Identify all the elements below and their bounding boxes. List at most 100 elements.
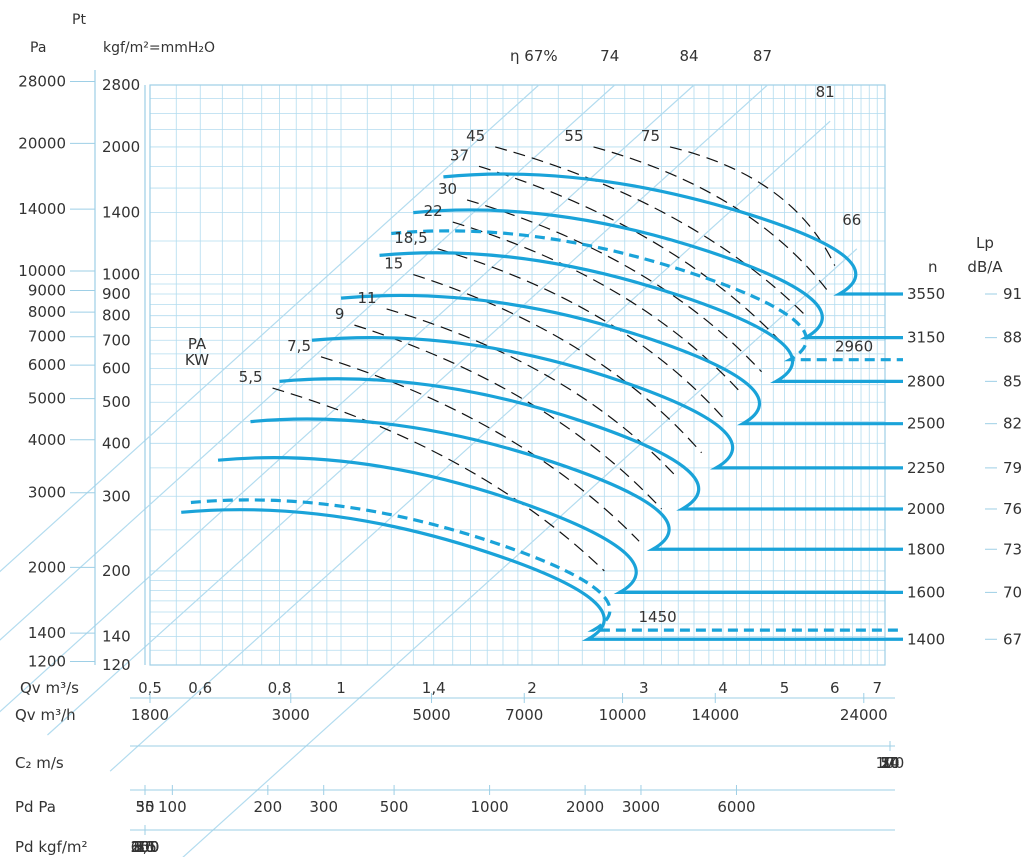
- power-line-label: 18,5: [394, 229, 427, 247]
- x-axis-label: Qv m³/s: [20, 679, 79, 697]
- pa-tick-label: 10000: [18, 262, 66, 280]
- pa-tick-label: 2000: [28, 558, 66, 576]
- power-line: [495, 146, 807, 317]
- sub-axis-tick-label: 100: [876, 754, 905, 772]
- speed-label-rpm: 2500: [907, 415, 945, 433]
- noise-label: 85: [1003, 372, 1022, 390]
- speed-curve: [443, 172, 903, 296]
- noise-title-line: Lp: [976, 234, 994, 252]
- kgf-tick-label: 1400: [102, 204, 140, 222]
- speed-curve: [391, 229, 903, 362]
- power-line: [669, 146, 836, 266]
- efficiency-line: [47, 84, 768, 736]
- sub-axis-tick-label: 7: [885, 754, 895, 772]
- pa-tick-label: 8000: [28, 303, 66, 321]
- kgf-tick-label: 200: [102, 562, 131, 580]
- speed-curves: [181, 172, 903, 641]
- pa-tick-label: 7000: [28, 328, 66, 346]
- sub-axis-tick-label: 10000: [599, 706, 647, 724]
- kgf-tick-label: 400: [102, 434, 131, 452]
- power-line: [452, 221, 744, 396]
- efficiency-line: [0, 84, 695, 713]
- noise-label: 70: [1003, 583, 1022, 601]
- sub-axis-label: Pd kgf/m²: [15, 838, 88, 856]
- power-line: [413, 274, 702, 454]
- efficiency-label: 84: [679, 47, 698, 65]
- speed-label-rpm: 3150: [907, 329, 945, 347]
- sub-axis-tick-label: 14: [880, 754, 899, 772]
- power-line: [478, 165, 785, 347]
- kgf-tick-label: 120: [102, 656, 131, 674]
- kgf-tick-label: 800: [102, 307, 131, 325]
- efficiency-line: [109, 120, 831, 772]
- power-line-label: 5,5: [239, 368, 263, 386]
- power-line-label: 11: [358, 289, 377, 307]
- speed-label-rpm: 3550: [907, 285, 945, 303]
- x-tick-label: 2: [527, 679, 537, 697]
- efficiency-line: [0, 84, 540, 573]
- sub-axis-tick-label: 3,5: [133, 838, 157, 856]
- power-line-label: 45: [466, 127, 485, 145]
- x-tick-label: 7: [872, 679, 882, 697]
- pa-tick-label: 1400: [28, 624, 66, 642]
- sub-axis-tick-label: 200: [131, 838, 160, 856]
- power-lines: [272, 146, 836, 572]
- sub-axis-tick-label: 3000: [622, 798, 660, 816]
- noise-label: 82: [1003, 415, 1022, 433]
- noise-title-line: dB/A: [967, 258, 1003, 276]
- speed-label-rpm: 2250: [907, 459, 945, 477]
- sub-axis-tick-label: 50: [135, 798, 154, 816]
- sub-axis-tick-label: 500: [380, 798, 409, 816]
- kgf-tick-label: 2800: [102, 76, 140, 94]
- axes: 2800200014001000900800700600500400300200…: [15, 70, 904, 856]
- sub-axis-tick-label: 30: [880, 754, 899, 772]
- sub-axis-tick-label: 20: [880, 754, 899, 772]
- pa-tick-label: 5000: [28, 390, 66, 408]
- speed-curve: [190, 498, 903, 632]
- pa-tick-label: 9000: [28, 281, 66, 299]
- pa-tick-label: 1200: [28, 652, 66, 670]
- efficiency-label: 66: [842, 211, 861, 229]
- efficiency-lines: [0, 84, 858, 857]
- speed-curve: [413, 208, 903, 340]
- sub-axis-tick-label: 70: [880, 754, 899, 772]
- pa-tick-label: 28000: [18, 72, 66, 90]
- pa-tick-label: 4000: [28, 431, 66, 449]
- sub-axis-tick-label: 35: [135, 798, 154, 816]
- pa-tick-label: 6000: [28, 356, 66, 374]
- speed-label-rpm: 2800: [907, 372, 945, 390]
- y-axis-kgf-label: kgf/m²=mmH₂O: [103, 40, 215, 56]
- power-line-label: 75: [641, 127, 660, 145]
- sub-axis-tick-label: 10: [135, 838, 154, 856]
- speed-curve: [217, 456, 903, 594]
- sub-axis-tick-label: 3000: [272, 706, 310, 724]
- kgf-tick-label: 1000: [102, 266, 140, 284]
- power-line-label: 7,5: [287, 337, 311, 355]
- x-tick-label: 3: [639, 679, 649, 697]
- sub-axis-tick-label: 1000: [471, 798, 509, 816]
- efficiency-label: 74: [600, 47, 619, 65]
- x-tick-label: 4: [718, 679, 728, 697]
- speed-curve: [279, 377, 903, 511]
- x-tick-label: 1: [336, 679, 346, 697]
- speed-label-rpm: 1800: [907, 540, 945, 558]
- sub-axis-tick-label: 30: [135, 838, 154, 856]
- sub-axis-tick-label: 5000: [412, 706, 450, 724]
- speed-label-rpm: 2960: [835, 338, 873, 356]
- kgf-tick-label: 500: [102, 393, 131, 411]
- kgf-tick-label: 600: [102, 360, 131, 378]
- sub-axis-tick-label: 14000: [691, 706, 739, 724]
- x-tick-label: 6: [830, 679, 840, 697]
- sub-axis-tick-label: 300: [309, 798, 338, 816]
- power-line-label: 9: [335, 305, 345, 323]
- grid: [149, 84, 886, 666]
- x-tick-label: 0,5: [138, 679, 162, 697]
- kgf-tick-label: 140: [102, 628, 131, 646]
- power-line-label: 37: [450, 146, 469, 164]
- x-tick-label: 0,8: [268, 679, 292, 697]
- power-line: [466, 199, 762, 373]
- noise-label: 76: [1003, 500, 1022, 518]
- efficiency-label: 87: [753, 47, 772, 65]
